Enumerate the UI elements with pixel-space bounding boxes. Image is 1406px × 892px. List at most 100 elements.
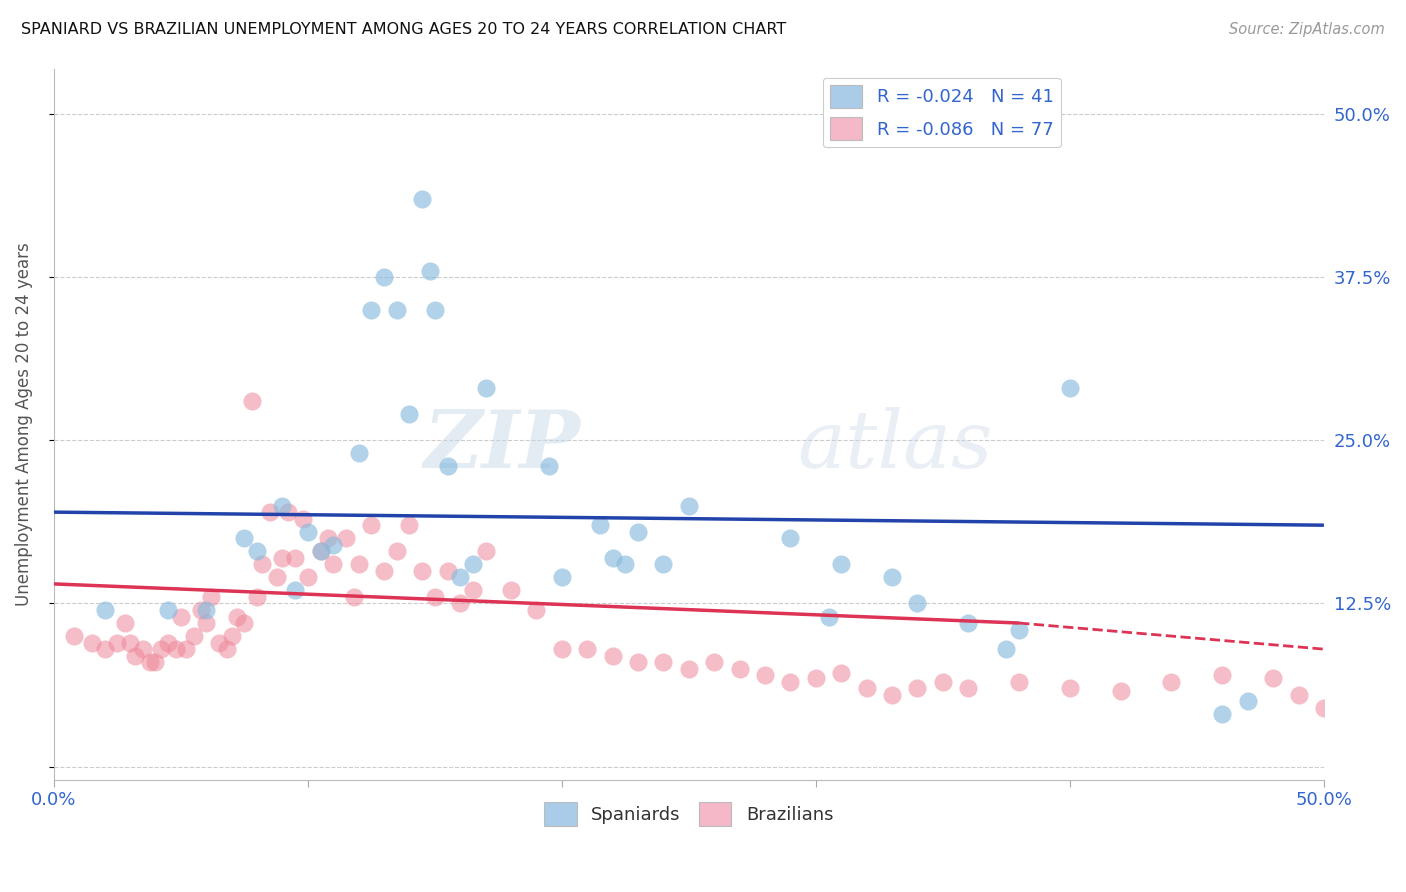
Point	[1160, 674, 1182, 689]
Point	[1313, 701, 1336, 715]
Text: atlas: atlas	[797, 407, 993, 484]
Point	[259, 505, 281, 519]
Point	[804, 671, 827, 685]
Point	[957, 681, 980, 696]
Point	[208, 635, 231, 649]
Point	[195, 603, 218, 617]
Point	[316, 531, 339, 545]
Point	[907, 597, 929, 611]
Point	[1211, 668, 1233, 682]
Point	[754, 668, 776, 682]
Point	[398, 518, 420, 533]
Point	[309, 544, 332, 558]
Point	[1236, 694, 1258, 708]
Point	[652, 558, 675, 572]
Legend: Spaniards, Brazilians: Spaniards, Brazilians	[536, 793, 842, 835]
Point	[419, 264, 441, 278]
Point	[411, 564, 433, 578]
Point	[149, 642, 172, 657]
Point	[118, 635, 141, 649]
Point	[105, 635, 128, 649]
Point	[385, 544, 408, 558]
Point	[145, 655, 167, 669]
Point	[195, 615, 218, 630]
Point	[880, 570, 903, 584]
Point	[266, 570, 288, 584]
Point	[322, 538, 344, 552]
Point	[93, 642, 115, 657]
Text: Source: ZipAtlas.com: Source: ZipAtlas.com	[1229, 22, 1385, 37]
Point	[221, 629, 243, 643]
Point	[880, 688, 903, 702]
Point	[271, 550, 294, 565]
Point	[779, 674, 801, 689]
Point	[347, 446, 370, 460]
Point	[335, 531, 357, 545]
Point	[932, 674, 955, 689]
Point	[1211, 707, 1233, 722]
Point	[995, 642, 1018, 657]
Point	[1008, 674, 1031, 689]
Point	[284, 550, 307, 565]
Point	[423, 590, 446, 604]
Point	[215, 642, 238, 657]
Point	[817, 609, 839, 624]
Point	[360, 302, 382, 317]
Point	[276, 505, 298, 519]
Point	[246, 544, 269, 558]
Point	[240, 394, 263, 409]
Point	[627, 524, 650, 539]
Point	[474, 544, 496, 558]
Text: SPANIARD VS BRAZILIAN UNEMPLOYMENT AMONG AGES 20 TO 24 YEARS CORRELATION CHART: SPANIARD VS BRAZILIAN UNEMPLOYMENT AMONG…	[21, 22, 786, 37]
Point	[124, 648, 146, 663]
Point	[271, 499, 294, 513]
Point	[1059, 381, 1081, 395]
Point	[627, 655, 650, 669]
Point	[80, 635, 103, 649]
Point	[461, 558, 484, 572]
Text: ZIP: ZIP	[425, 407, 581, 484]
Point	[250, 558, 273, 572]
Point	[1261, 671, 1284, 685]
Point	[183, 629, 205, 643]
Point	[652, 655, 675, 669]
Point	[703, 655, 725, 669]
Point	[233, 615, 256, 630]
Point	[678, 499, 700, 513]
Point	[957, 615, 980, 630]
Point	[576, 642, 599, 657]
Point	[200, 590, 222, 604]
Point	[449, 597, 471, 611]
Point	[139, 655, 162, 669]
Point	[360, 518, 382, 533]
Point	[855, 681, 877, 696]
Point	[170, 609, 193, 624]
Point	[602, 550, 624, 565]
Point	[551, 642, 574, 657]
Point	[225, 609, 247, 624]
Point	[347, 558, 370, 572]
Point	[449, 570, 471, 584]
Point	[411, 192, 433, 206]
Point	[233, 531, 256, 545]
Y-axis label: Unemployment Among Ages 20 to 24 years: Unemployment Among Ages 20 to 24 years	[15, 243, 32, 606]
Point	[246, 590, 269, 604]
Point	[157, 603, 180, 617]
Point	[602, 648, 624, 663]
Point	[614, 558, 637, 572]
Point	[1288, 688, 1310, 702]
Point	[779, 531, 801, 545]
Point	[538, 459, 561, 474]
Point	[132, 642, 155, 657]
Point	[436, 564, 458, 578]
Point	[728, 662, 751, 676]
Point	[830, 665, 852, 680]
Point	[309, 544, 332, 558]
Point	[291, 511, 314, 525]
Point	[93, 603, 115, 617]
Point	[678, 662, 700, 676]
Point	[322, 558, 344, 572]
Point	[526, 603, 548, 617]
Point	[297, 570, 319, 584]
Point	[373, 270, 395, 285]
